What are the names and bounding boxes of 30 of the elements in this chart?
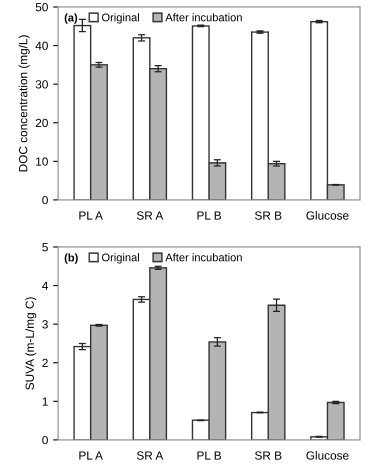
y-tick-label: 40 <box>36 42 48 50</box>
x-tick-label: SR A <box>136 451 164 460</box>
legend-label: Original <box>102 13 139 24</box>
y-tick-label: 2 <box>42 358 48 368</box>
y-tick-label: 0 <box>42 196 48 204</box>
annotation: (a) <box>64 13 78 24</box>
legend-label: After incubation <box>165 253 242 262</box>
legend-label: After incubation <box>165 13 242 22</box>
y-tick-label: 5 <box>42 243 48 252</box>
x-tick-label: SR A <box>136 211 164 220</box>
y-tick-label: 30 <box>36 80 48 89</box>
x-tick-label: Glucose <box>306 451 349 460</box>
y-axis-title: DOC concentration (mg/L) <box>18 35 30 172</box>
x-tick-label: SR B <box>255 451 282 460</box>
y-tick-label: 50 <box>36 3 48 12</box>
y-tick-label: 3 <box>42 320 48 329</box>
y-axis-title: SUVA (m-L/mg C) <box>25 297 36 390</box>
legend-label: Original <box>102 253 139 264</box>
y-tick-label: 20 <box>36 118 48 128</box>
x-tick-label: Glucose <box>306 211 349 220</box>
annotation: (b) <box>64 253 78 264</box>
x-tick-label: PL A <box>79 211 103 220</box>
x-tick-label: PL A <box>79 451 103 460</box>
y-tick-label: 4 <box>42 282 48 290</box>
x-tick-label: PL B <box>197 451 222 460</box>
y-tick-label: 10 <box>36 157 48 166</box>
x-tick-label: SR B <box>255 211 282 220</box>
y-tick-label: 0 <box>42 436 48 444</box>
y-tick-label: 1 <box>42 397 48 406</box>
x-tick-label: PL B <box>197 211 222 220</box>
